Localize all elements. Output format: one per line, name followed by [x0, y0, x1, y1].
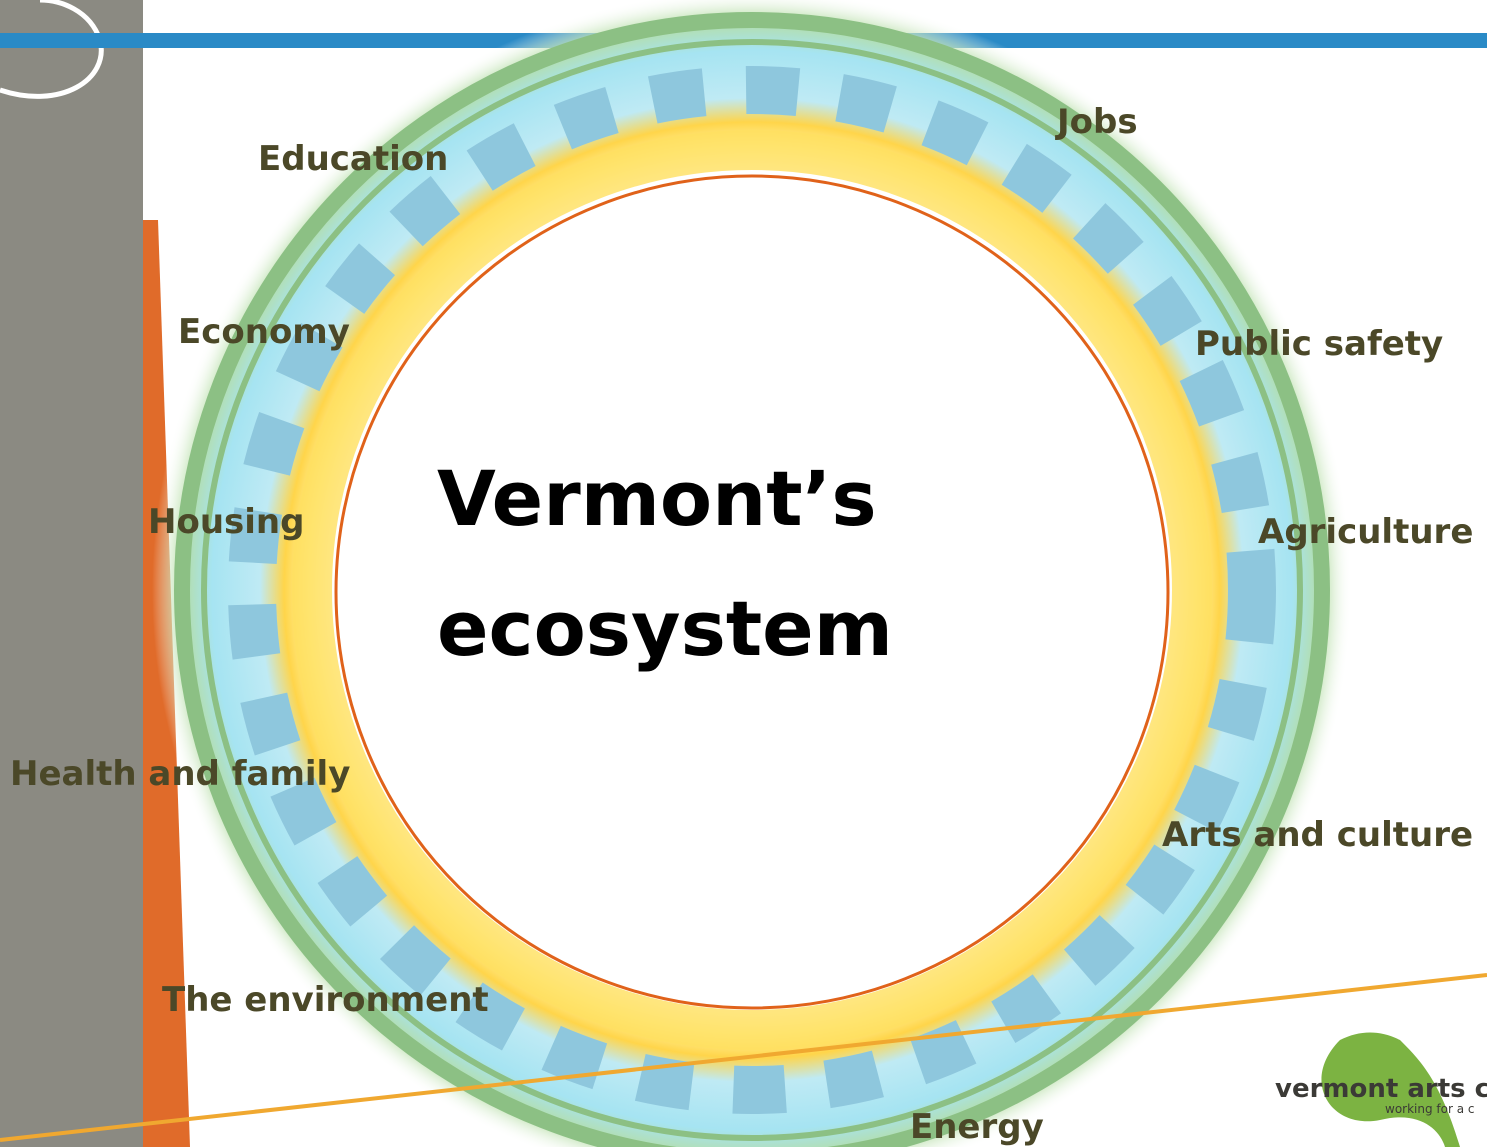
dashed-ring — [228, 66, 1276, 1114]
inner-green-ring — [201, 39, 1303, 1141]
title-line: ecosystem — [437, 584, 893, 673]
title-line: Vermont’s — [437, 454, 877, 543]
ring-label: Arts and culture — [1162, 815, 1473, 855]
yellow-ring — [292, 130, 1212, 1050]
logo-tagline: working for a c — [1385, 1102, 1475, 1116]
ring-label: Public safety — [1195, 324, 1443, 364]
ring-label: The environment — [162, 980, 489, 1020]
logo-leaf — [1321, 1032, 1460, 1147]
logo-name: vermont arts c — [1275, 1074, 1487, 1104]
ring-label: Education — [258, 139, 448, 179]
accent-line — [0, 973, 1487, 1142]
ring-label: Jobs — [1055, 102, 1138, 142]
ring-label: Agriculture — [1258, 512, 1473, 552]
ring-label: Housing — [148, 502, 304, 542]
ring-label: Economy — [178, 312, 350, 352]
ring-label: Energy — [910, 1107, 1044, 1147]
side-band — [0, 0, 143, 1147]
outer-ring — [174, 12, 1330, 1147]
ring-label: Health and family — [10, 754, 350, 794]
center-circle — [334, 174, 1170, 1010]
